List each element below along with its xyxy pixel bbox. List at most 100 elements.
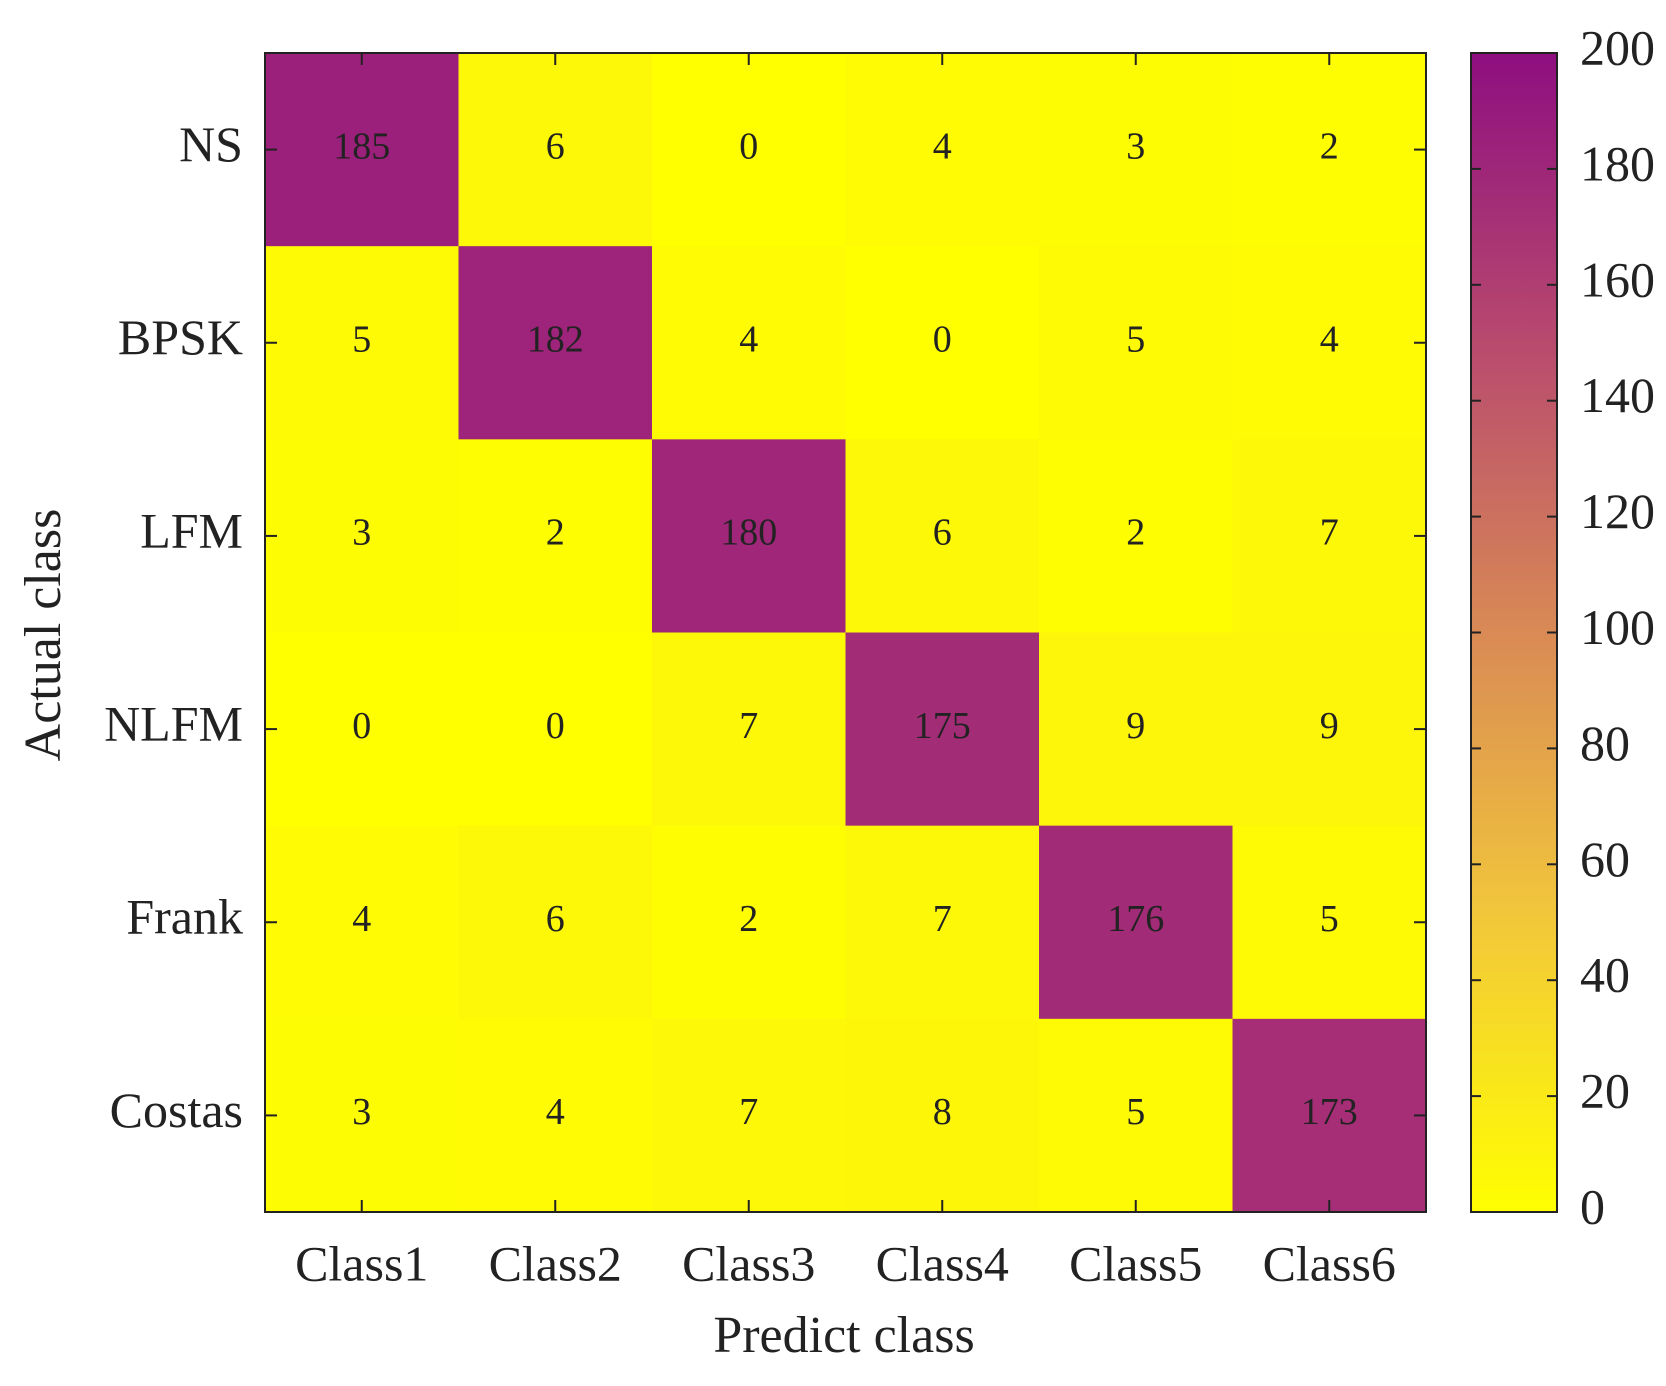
- cell-label: 182: [527, 318, 584, 360]
- cell: [652, 246, 846, 440]
- cell-label: 2: [1126, 512, 1145, 554]
- colorbar-tick-label: 40: [1580, 947, 1630, 1003]
- cell-label: 2: [739, 898, 758, 940]
- cell: [458, 53, 653, 247]
- colorbar-tick-label: 140: [1580, 367, 1655, 423]
- cell: [652, 1018, 846, 1213]
- y-axis-title: Actual class: [15, 509, 72, 762]
- cell: [265, 246, 459, 440]
- cell-label: 0: [933, 318, 952, 360]
- cell-label: 185: [333, 125, 390, 167]
- y-tick-label: Costas: [110, 1082, 243, 1138]
- cell: [1232, 53, 1427, 247]
- y-tick-label: BPSK: [118, 309, 243, 365]
- cell-label: 6: [933, 512, 952, 554]
- cell-label: 2: [546, 512, 565, 554]
- cell: [1232, 825, 1427, 1020]
- x-tick-label: Class4: [876, 1235, 1009, 1291]
- cell: [458, 825, 653, 1020]
- cell: [1039, 246, 1233, 440]
- cell-label: 176: [1107, 898, 1164, 940]
- cell-label: 5: [1320, 898, 1339, 940]
- cell: [845, 1018, 1040, 1213]
- cell-label: 0: [352, 705, 371, 747]
- cell: [652, 53, 846, 247]
- cell-label: 3: [352, 512, 371, 554]
- cell-label: 175: [914, 705, 971, 747]
- cell: [458, 632, 653, 827]
- colorbar: [1470, 52, 1558, 1213]
- cell-label: 5: [352, 318, 371, 360]
- cell: [265, 632, 459, 827]
- colorbar-tick-label: 60: [1580, 831, 1630, 887]
- cell-label: 7: [1320, 512, 1339, 554]
- cell: [1039, 1018, 1233, 1213]
- cell: [652, 632, 846, 827]
- colorbar-tick-label: 20: [1580, 1063, 1630, 1119]
- y-tick-label: NS: [179, 116, 243, 172]
- cell-label: 5: [1126, 318, 1145, 360]
- cell: [845, 439, 1040, 633]
- cell: [1039, 825, 1233, 1020]
- cell-label: 3: [352, 1091, 371, 1133]
- y-tick-label: LFM: [140, 502, 243, 558]
- cell: [652, 825, 846, 1020]
- cell: [1232, 439, 1427, 633]
- cell-label: 9: [1126, 705, 1145, 747]
- cell: [652, 439, 846, 633]
- colorbar-tick-label: 100: [1580, 599, 1655, 655]
- cell-label: 0: [739, 125, 758, 167]
- cell-label: 6: [546, 898, 565, 940]
- colorbar-tick-label: 200: [1580, 19, 1655, 75]
- cell-label: 4: [739, 318, 758, 360]
- colorbar-tick-label: 80: [1580, 715, 1630, 771]
- cell-label: 4: [1320, 318, 1339, 360]
- cell: [458, 1018, 653, 1213]
- x-tick-label: Class6: [1263, 1235, 1396, 1291]
- cell-label: 7: [739, 705, 758, 747]
- cell: [1039, 632, 1233, 827]
- cell: [265, 825, 459, 1020]
- x-tick-label: Class3: [682, 1235, 815, 1291]
- cell-label: 9: [1320, 705, 1339, 747]
- colorbar-tick-label: 120: [1580, 483, 1655, 539]
- cell: [1232, 632, 1427, 827]
- x-tick-label: Class5: [1069, 1235, 1202, 1291]
- cell-label: 173: [1301, 1091, 1358, 1133]
- x-tick-label: Class1: [295, 1235, 428, 1291]
- cell-label: 5: [1126, 1091, 1145, 1133]
- cell: [1232, 1018, 1427, 1213]
- cell: [265, 439, 459, 633]
- plot-frame: [264, 52, 1427, 1213]
- cell-label: 0: [546, 705, 565, 747]
- x-tick-label: Class2: [489, 1235, 622, 1291]
- colorbar-tick-label: 180: [1580, 135, 1655, 191]
- cell: [845, 53, 1040, 247]
- cell-label: 6: [546, 125, 565, 167]
- cell-label: 180: [720, 512, 777, 554]
- cell-label: 4: [352, 898, 371, 940]
- cell-label: 2: [1320, 125, 1339, 167]
- cell: [1039, 439, 1233, 633]
- cell: [265, 53, 459, 247]
- cell: [458, 439, 653, 633]
- colorbar-tick-label: 0: [1580, 1178, 1605, 1234]
- cell-label: 7: [739, 1091, 758, 1133]
- cell: [845, 246, 1040, 440]
- y-tick-label: Frank: [126, 889, 243, 945]
- cell: [1039, 53, 1233, 247]
- cell-label: 8: [933, 1091, 952, 1133]
- cell: [458, 246, 653, 440]
- cell: [1232, 246, 1427, 440]
- y-tick-label: NLFM: [104, 696, 243, 752]
- cell: [845, 825, 1040, 1020]
- x-axis-title: Predict class: [713, 1307, 974, 1364]
- colorbar-tick-label: 160: [1580, 251, 1655, 307]
- cell-label: 3: [1126, 125, 1145, 167]
- cell-label: 4: [933, 125, 952, 167]
- cell-label: 7: [933, 898, 952, 940]
- cell-label: 4: [546, 1091, 565, 1133]
- cell: [845, 632, 1040, 827]
- cell: [265, 1018, 459, 1213]
